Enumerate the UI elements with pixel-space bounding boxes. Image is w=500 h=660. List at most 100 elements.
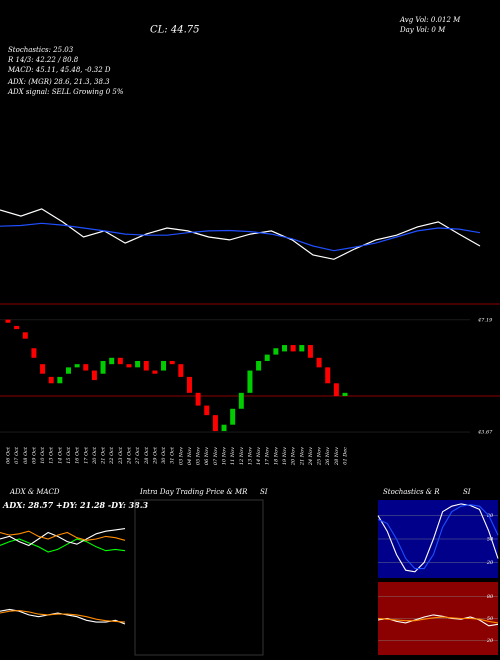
x-tick-label: 01 Dec xyxy=(343,447,349,465)
candle-body xyxy=(40,364,46,374)
x-tick-label: 15 Oct xyxy=(66,446,72,464)
x-tick-label: 20 Oct xyxy=(92,446,98,465)
annotation: ADX: (MGR) 28.6, 21.3, 38.3 xyxy=(7,78,110,86)
candle-body xyxy=(14,325,20,330)
x-tick-label: 19 Nov xyxy=(282,447,288,465)
candle-body xyxy=(91,370,97,381)
x-tick-label: 22 Oct xyxy=(109,446,115,465)
x-tick-label: 27 Oct xyxy=(135,446,141,465)
candle-body xyxy=(290,345,296,352)
candle-body xyxy=(117,357,123,365)
x-tick-label: 16 Oct xyxy=(75,446,81,464)
x-tick-label: 13 Oct xyxy=(49,446,55,464)
candle-body xyxy=(31,348,37,358)
candle-body xyxy=(264,354,270,361)
candle-body xyxy=(247,370,253,393)
panel-title: Stochastics & R xyxy=(383,488,440,496)
annotation: Day Vol: 0 M xyxy=(399,26,446,34)
series-line xyxy=(0,530,126,541)
annotation: Avg Vol: 0.012 M xyxy=(399,16,461,24)
candle-body xyxy=(221,424,227,432)
candle-body xyxy=(178,364,184,377)
x-tick-label: 24 Nov xyxy=(308,447,314,466)
x-tick-label: 06 Nov xyxy=(204,447,210,465)
y-tick-label: 47.19 xyxy=(477,317,493,323)
x-tick-label: 10 Nov xyxy=(222,447,228,465)
candle-body xyxy=(204,405,210,416)
x-tick-label: 07 Nov xyxy=(213,447,219,465)
candle-body xyxy=(186,376,192,393)
annotation: CL: 44.75 xyxy=(150,25,199,36)
x-tick-label: 04 Nov xyxy=(187,447,193,465)
x-tick-label: 03 Nov xyxy=(178,447,184,465)
candle-body xyxy=(212,415,218,432)
candle-body xyxy=(316,357,322,368)
x-tick-label: 05 Nov xyxy=(196,447,202,465)
y-tick-label: 50 xyxy=(487,537,494,543)
series-line xyxy=(377,616,499,624)
x-tick-label: 25 Nov xyxy=(317,447,323,466)
x-tick-label: 11 Nov xyxy=(230,447,236,465)
candle-body xyxy=(83,364,89,371)
x-tick-label: 31 Oct xyxy=(170,446,176,464)
panel-title: ADX & MACD xyxy=(9,488,60,496)
x-tick-label: 21 Nov xyxy=(299,447,305,466)
x-tick-label: 20 Nov xyxy=(291,447,297,466)
candle-body xyxy=(74,364,80,368)
x-tick-label: 08 Oct xyxy=(23,446,29,464)
series-line xyxy=(377,504,499,570)
x-tick-label: 12 Nov xyxy=(239,447,245,465)
x-tick-label: 14 Oct xyxy=(57,446,63,464)
annotation: MACD: 45.11, 45.48, -0.32 D xyxy=(7,66,111,74)
candle-body xyxy=(333,383,339,397)
x-tick-label: 18 Nov xyxy=(273,447,279,465)
candle-body xyxy=(109,357,115,365)
x-tick-label: 17 Oct xyxy=(83,446,89,464)
candle-body xyxy=(161,360,167,371)
candle-body xyxy=(256,360,262,371)
y-tick-label: 20 xyxy=(486,560,494,566)
candle-body xyxy=(342,392,348,397)
series-line xyxy=(0,208,481,260)
x-tick-label: 30 Oct xyxy=(161,446,167,464)
x-tick-label: 23 Oct xyxy=(118,446,124,465)
series-line xyxy=(0,609,126,623)
x-tick-label: 14 Nov xyxy=(256,447,262,465)
x-tick-label: 13 Nov xyxy=(247,447,253,465)
y-tick-label: 80 xyxy=(487,594,494,600)
y-tick-label: 50 xyxy=(487,616,494,622)
candle-body xyxy=(57,376,63,384)
panel-subtitle: SI xyxy=(260,488,268,496)
candle-body xyxy=(135,360,141,368)
series-line xyxy=(0,528,126,547)
candle-body xyxy=(152,370,158,374)
candle-body xyxy=(143,360,149,371)
panel-subtitle: ADX: 28.57 +DY: 21.28 -DY: 38.3 xyxy=(2,500,149,510)
series-line xyxy=(0,538,126,553)
candle-body xyxy=(65,367,71,374)
candle-body xyxy=(5,319,11,323)
x-tick-label: 09 Oct xyxy=(31,446,37,464)
x-tick-label: 24 Oct xyxy=(126,446,132,465)
x-tick-label: 26 Nov xyxy=(325,447,331,466)
x-tick-label: 06 Oct xyxy=(6,446,12,464)
x-tick-label: 10 Oct xyxy=(40,446,46,464)
x-tick-label: 07 Oct xyxy=(14,446,20,464)
candle-body xyxy=(22,332,28,339)
candle-body xyxy=(100,360,106,374)
candle-body xyxy=(282,345,288,352)
panel-subtitle: SI xyxy=(463,488,471,496)
annotation: R 14/3: 42.22 / 80.8 xyxy=(7,56,79,64)
candle-body xyxy=(230,408,236,425)
x-tick-label: 28 Oct xyxy=(144,446,150,465)
x-tick-label: 28 Nov xyxy=(334,447,340,466)
candle-body xyxy=(299,345,305,352)
candle-body xyxy=(48,376,54,384)
candle-body xyxy=(126,364,132,368)
series-line xyxy=(377,503,499,573)
annotation: ADX signal: SELL Growing 0 5% xyxy=(7,88,124,96)
candle-body xyxy=(238,392,244,409)
candle-body xyxy=(273,348,279,355)
candle-body xyxy=(169,360,175,365)
